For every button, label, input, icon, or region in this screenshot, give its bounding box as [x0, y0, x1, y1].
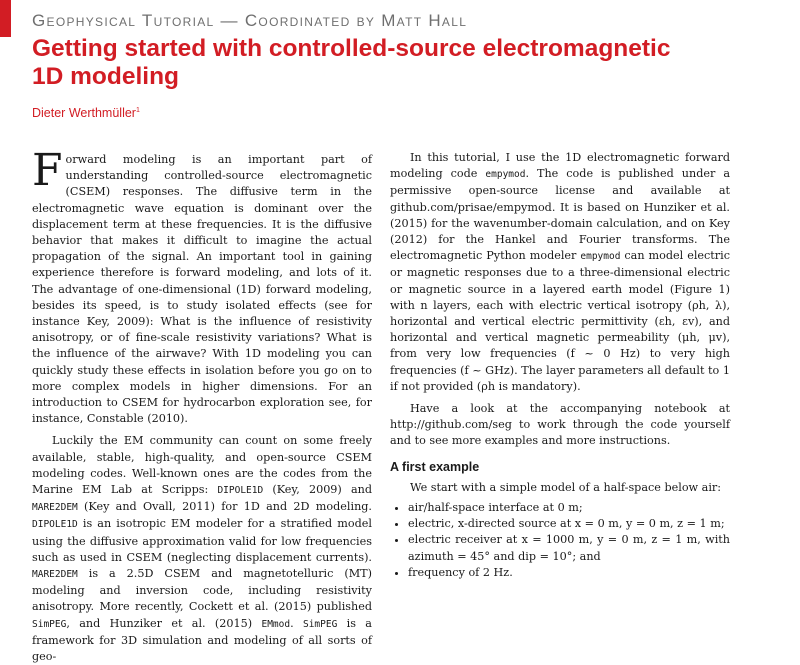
tutorial-text-b: . The code is published under a permissi…: [390, 167, 730, 263]
code-simpeg: SimPEG: [302, 618, 338, 630]
codes-text-g: .: [290, 616, 303, 630]
model-list: air/half-space interface at 0 m; electri…: [390, 500, 730, 581]
code-empymod: empymod: [485, 169, 526, 181]
section-heading: A first example: [390, 459, 480, 474]
author-line: Dieter Werthmüller1: [32, 106, 140, 120]
codes-paragraph: Luckily the EM community can count on so…: [32, 433, 372, 665]
drop-cap: F: [32, 145, 63, 196]
code-emmod: EMmod: [261, 618, 291, 630]
author-name: Dieter Werthmüller: [32, 106, 136, 120]
tutorial-text-a: In this tutorial, I use the 1D electroma…: [390, 151, 730, 181]
tutorial-text-c: can model electric or magnetic responses…: [390, 249, 730, 393]
codes-text-e: is a 2.5D CSEM and magnetotelluric (MT) …: [32, 567, 372, 614]
code-mare2dem: MARE2DEM: [32, 502, 78, 514]
series-header: Geophysical Tutorial — Coordinated by Ma…: [32, 11, 468, 30]
list-item: frequency of 2 Hz.: [408, 565, 730, 581]
tutorial-paragraph: In this tutorial, I use the 1D electroma…: [390, 150, 730, 395]
code-mare2dem: MARE2DEM: [32, 569, 78, 581]
article-title: Getting started with controlled-source e…: [32, 35, 671, 90]
list-item: electric receiver at x = 1000 m, y = 0 m…: [408, 532, 730, 564]
codes-text-b: (Key, 2009) and: [263, 483, 372, 497]
notebook-paragraph: Have a look at the accompanying notebook…: [390, 402, 730, 448]
codes-text-c: (Key and Ovall, 2011) for 1D and 2D mode…: [77, 500, 372, 514]
right-column: In this tutorial, I use the 1D electroma…: [390, 150, 730, 581]
list-item: electric, x-directed source at x = 0 m, …: [408, 516, 730, 532]
codes-text-f: , and Hunziker et al. (2015): [66, 616, 262, 630]
code-empymod: empymod: [580, 251, 621, 263]
list-item: air/half-space interface at 0 m;: [408, 500, 730, 516]
codes-text-a: Luckily the EM community can count on so…: [32, 434, 372, 497]
codes-text-d: is an isotropic EM modeler for a stratif…: [32, 517, 372, 564]
code-dipole1d: DIPOLE1D: [32, 519, 78, 531]
code-simpeg: SimPEG: [32, 618, 67, 630]
intro-text: orward modeling is an important part of …: [32, 153, 372, 426]
code-dipole1d: DIPOLE1D: [217, 485, 264, 497]
example-intro: We start with a simple model of a half-s…: [410, 480, 722, 494]
red-accent-bar: [0, 0, 11, 37]
author-affiliation-mark: 1: [135, 106, 140, 114]
